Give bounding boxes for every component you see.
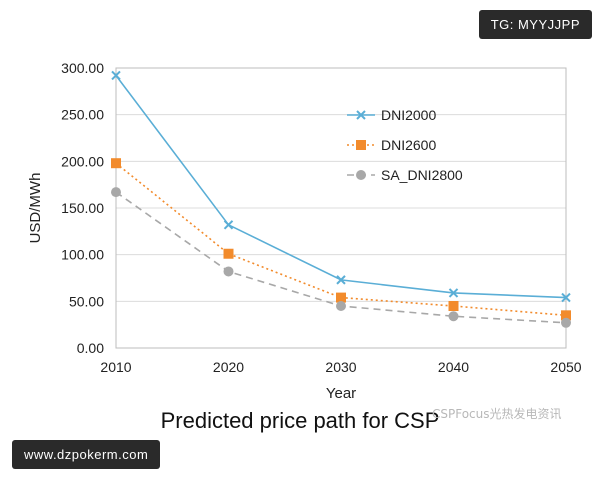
legend-marker	[356, 110, 366, 120]
top-right-badge: TG: MYYJJPP	[478, 10, 592, 39]
marker-stroke	[111, 70, 121, 81]
data-point	[336, 301, 346, 311]
series-line	[115, 162, 567, 317]
marker-stroke	[561, 292, 571, 303]
y-tick-label: 0.00	[77, 340, 104, 356]
y-tick-label: 250.00	[61, 107, 104, 123]
series-sa-dni2800	[111, 187, 571, 328]
data-point	[561, 292, 571, 303]
x-tick-label: 2050	[550, 359, 581, 375]
legend-marker	[356, 170, 366, 180]
data-point	[448, 301, 459, 311]
marker-stroke	[448, 288, 459, 298]
marker-stroke	[336, 275, 346, 285]
x-axis-ticks: 2010 2020 2030 2040 2050	[100, 359, 581, 375]
data-point	[336, 275, 346, 285]
legend-label: DNI2600	[381, 137, 436, 153]
series-line	[115, 74, 567, 299]
x-tick-label: 2040	[438, 359, 469, 375]
x-tick-label: 2030	[325, 359, 356, 375]
data-point	[223, 248, 234, 259]
data-point	[111, 70, 121, 81]
data-point	[561, 317, 571, 328]
series-dni2600	[111, 158, 571, 321]
data-point	[448, 311, 459, 322]
legend-marker	[356, 140, 366, 150]
y-tick-label: 100.00	[61, 247, 104, 263]
legend-item: DNI2600	[347, 137, 436, 153]
x-tick-label: 2010	[100, 359, 131, 375]
y-tick-label: 200.00	[61, 153, 104, 169]
y-axis-label: USD/MWh	[27, 173, 44, 244]
x-tick-label: 2020	[213, 359, 244, 375]
data-point	[111, 187, 121, 198]
series-group	[111, 70, 571, 328]
legend-item: SA_DNI2800	[347, 167, 463, 183]
legend: DNI2000 DNI2600 SA_DNI2800	[347, 107, 463, 183]
x-axis-label: Year	[326, 385, 356, 402]
data-point	[223, 266, 234, 277]
legend-item: DNI2000	[347, 107, 436, 123]
y-axis-ticks: 0.00 50.00 100.00 150.00 200.00 250.00 300.00	[61, 60, 104, 356]
y-tick-label: 300.00	[61, 60, 104, 76]
marker-stroke	[356, 110, 366, 120]
bottom-left-badge: www.dzpokerm.com	[12, 440, 161, 469]
legend-label: SA_DNI2800	[381, 167, 463, 183]
plot-area-border	[115, 67, 567, 349]
watermark-text: CSPFocus光热发电资讯	[432, 407, 562, 421]
series-dni2000	[111, 70, 571, 303]
data-point	[561, 310, 571, 321]
data-point	[223, 220, 234, 230]
data-point	[448, 288, 459, 298]
legend-label: DNI2000	[381, 107, 436, 123]
y-tick-label: 150.00	[61, 200, 104, 216]
y-tick-label: 50.00	[69, 293, 104, 309]
chart-caption: Predicted price path for CSP	[160, 408, 440, 433]
marker-stroke	[223, 220, 234, 230]
data-point	[111, 158, 121, 169]
grid-lines	[116, 114, 566, 302]
data-point	[336, 292, 346, 303]
